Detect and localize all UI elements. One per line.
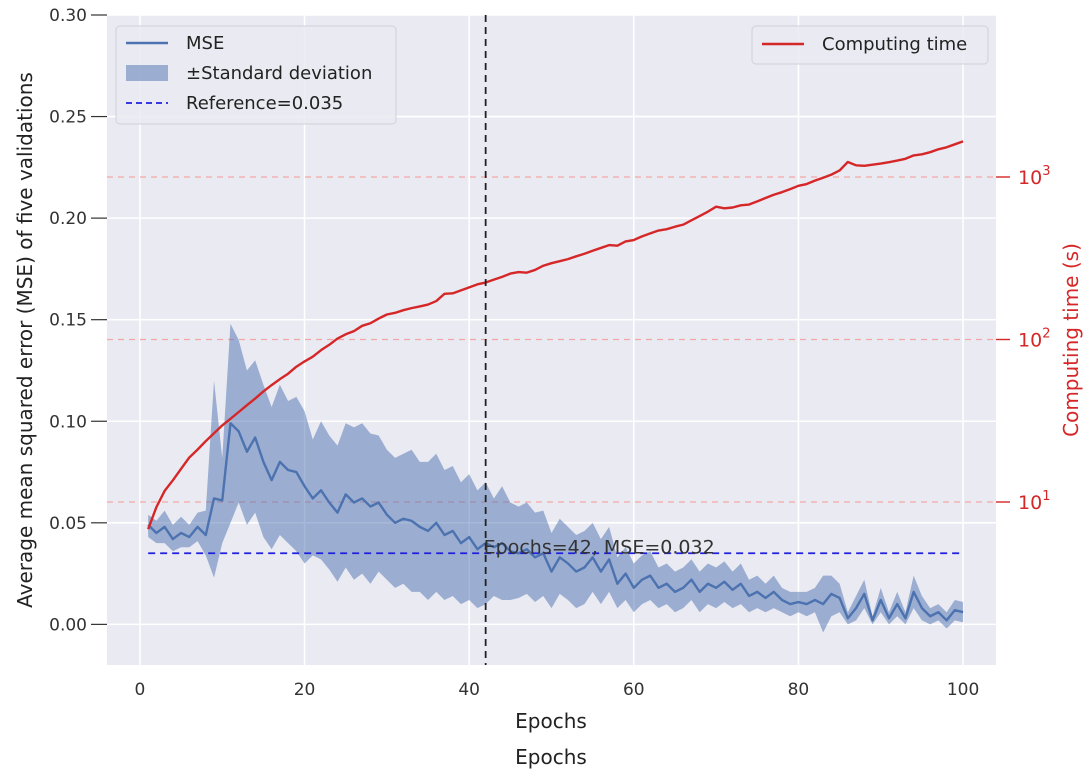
legend-left: MSE ±Standard deviation Reference=0.035 (115, 25, 397, 125)
series-lines (147, 140, 964, 622)
y-tick-label: 0.00 (49, 615, 87, 635)
y-tick-label: 0.25 (49, 108, 87, 128)
legend-right: Computing time (751, 25, 989, 65)
right-tick-label: 101 (1018, 489, 1050, 514)
reference-lines (148, 15, 964, 665)
mse-line (147, 422, 964, 622)
std-band (148, 323, 964, 633)
y-tick-label: 0.20 (49, 209, 87, 229)
std-band-area (148, 323, 964, 633)
x-tick-label: 60 (623, 680, 645, 700)
x-tick-label: 0 (135, 680, 146, 700)
y-tick-label: 0.15 (49, 311, 87, 331)
y-tick-label: 0.30 (49, 6, 87, 26)
tick-labels: 0 20 40 60 80 100 0.00 0.05 0.10 0.15 0.20 0.25 0.30… (49, 6, 1050, 700)
legend-computing-time-label: Computing time (822, 34, 967, 55)
x-axis-label-secondary: Epochs (515, 745, 587, 769)
legend-mse-label: MSE (186, 33, 224, 54)
y-tick-label: 0.10 (49, 412, 87, 432)
x-tick-label: 80 (788, 680, 810, 700)
right-tick-label: 103 (1018, 164, 1050, 189)
legend-reference-label: Reference=0.035 (186, 93, 343, 114)
y-axis-label: Average mean squared error (MSE) of five… (13, 72, 37, 608)
computing-time-line (147, 140, 964, 530)
y-tick-label: 0.05 (49, 514, 87, 534)
x-tick-label: 40 (458, 680, 480, 700)
legend-std-swatch (126, 65, 168, 81)
y-axis-label-right: Computing time (s) (1059, 243, 1083, 437)
x-tick-label: 20 (294, 680, 316, 700)
right-tick-label: 102 (1018, 327, 1050, 352)
annotation-label: Epochs=42, MSE=0.032 (484, 536, 715, 558)
x-axis-label: Epochs (515, 709, 587, 733)
x-tick-label: 100 (947, 680, 979, 700)
legend-std-label: ±Standard deviation (186, 63, 372, 84)
